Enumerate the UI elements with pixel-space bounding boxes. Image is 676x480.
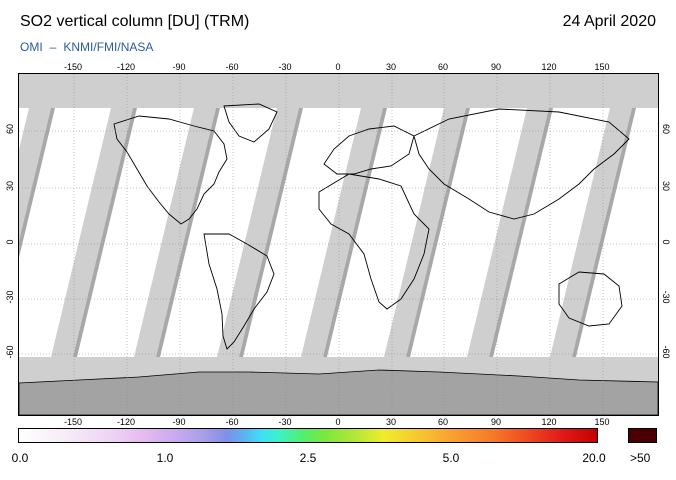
longitude-tick-label: 60 <box>437 62 448 72</box>
continent-outlines <box>113 103 630 350</box>
swath-edge <box>572 108 636 357</box>
longitude-tick-label: -30 <box>278 417 292 427</box>
swath-edge <box>489 108 553 357</box>
latitude-tick-label: -30 <box>661 290 671 304</box>
map-title: SO2 vertical column [DU] (TRM) <box>20 13 250 30</box>
latitude-tick-label: 60 <box>661 123 671 134</box>
color-scale-tick-label: 5.0 <box>442 451 460 465</box>
latitude-tick-label: -30 <box>5 290 15 304</box>
longitude-tick-label: 150 <box>594 417 610 427</box>
color-scale-tick-label: 1.0 <box>156 451 174 465</box>
swath-gap <box>384 108 466 357</box>
longitude-tick-label: 90 <box>490 62 501 72</box>
longitude-tick-label: 30 <box>385 62 396 72</box>
longitude-tick-label: 90 <box>490 417 501 427</box>
australia-outline <box>558 271 623 327</box>
longitude-tick-label: 0 <box>335 62 341 72</box>
longitude-tick-label: -30 <box>278 62 292 72</box>
longitude-tick-label: 30 <box>385 417 396 427</box>
swath-gap <box>467 108 549 357</box>
longitude-tick-label: -150 <box>63 417 82 427</box>
longitude-tick-label: -60 <box>225 417 239 427</box>
credit-instrument: OMI <box>20 40 43 54</box>
latitude-tick-label: -60 <box>661 345 671 359</box>
credit-separator: – <box>49 40 57 54</box>
longitude-tick-label: 60 <box>437 417 448 427</box>
longitude-tick-label: -90 <box>172 62 186 72</box>
swath-edge <box>406 108 470 357</box>
latitude-tick-label: 30 <box>5 181 15 192</box>
longitude-tick-label: 150 <box>594 62 610 72</box>
credit-agencies: KNMI/FMI/NASA <box>63 40 154 54</box>
overflow-label: >50 <box>630 451 651 465</box>
asia-outline <box>413 108 630 220</box>
map-date: 24 April 2020 <box>562 13 656 30</box>
south-america-outline <box>203 233 275 350</box>
swath-edge <box>239 108 303 357</box>
latitude-tick-label: 0 <box>661 239 671 245</box>
north-america-outline <box>113 115 228 225</box>
swath-gap <box>550 108 632 357</box>
color-scale-tick-label: 20.0 <box>582 451 606 465</box>
latitude-tick-label: 0 <box>5 239 15 245</box>
antarctica-landmass <box>19 369 658 415</box>
greenland-outline <box>223 103 278 143</box>
longitude-tick-label: 0 <box>335 417 341 427</box>
map-canvas <box>19 74 658 415</box>
swath-gap <box>134 108 216 357</box>
swath-gap <box>51 108 133 357</box>
swath-edge <box>156 108 220 357</box>
longitude-tick-label: -120 <box>116 62 135 72</box>
latitude-tick-label: 30 <box>661 180 671 191</box>
longitude-tick-label: -150 <box>63 62 82 72</box>
arctic-no-data <box>19 74 658 108</box>
swath-edge <box>323 108 387 357</box>
color-scale-bar <box>18 428 598 443</box>
longitude-tick-label: 120 <box>541 417 557 427</box>
longitude-tick-label: -90 <box>172 417 186 427</box>
credit-line: OMI – KNMI/FMI/NASA <box>20 40 153 54</box>
swath-gap <box>301 108 383 357</box>
latitude-tick-label: 60 <box>5 124 15 135</box>
longitude-tick-label: 120 <box>541 62 557 72</box>
longitude-tick-label: -60 <box>225 62 239 72</box>
color-scale-tick-label: 0.0 <box>11 451 29 465</box>
latitude-tick-label: -60 <box>5 345 15 359</box>
swath-gap <box>217 108 299 357</box>
overflow-color-box <box>628 428 657 443</box>
world-map <box>18 73 659 416</box>
color-scale-tick-label: 2.5 <box>299 451 317 465</box>
swath-edge <box>73 108 137 357</box>
longitude-tick-label: -120 <box>116 417 135 427</box>
no-data-swath-gaps <box>19 108 636 357</box>
